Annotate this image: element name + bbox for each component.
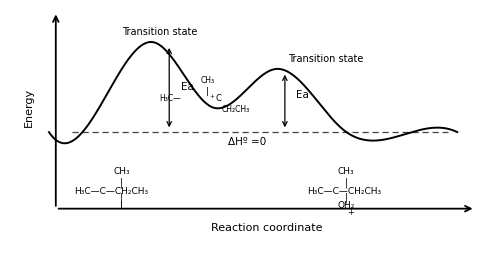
- Text: +: +: [347, 208, 354, 217]
- Text: |: |: [344, 178, 348, 188]
- Text: H₃C—: H₃C—: [159, 94, 181, 103]
- Text: $^+$C: $^+$C: [208, 93, 223, 104]
- Text: CH₃: CH₃: [338, 167, 354, 176]
- Text: CH₃: CH₃: [201, 76, 215, 85]
- Text: I: I: [120, 201, 123, 211]
- Text: CH₂CH₃: CH₂CH₃: [222, 105, 250, 114]
- Text: Reaction coordinate: Reaction coordinate: [211, 223, 322, 233]
- Text: OH₂: OH₂: [337, 201, 355, 210]
- Text: Transition state: Transition state: [288, 54, 363, 64]
- Text: ΔHº =0: ΔHº =0: [228, 137, 266, 147]
- Text: |: |: [344, 193, 348, 203]
- Text: Transition state: Transition state: [122, 27, 198, 37]
- Text: Ea: Ea: [181, 82, 194, 92]
- Text: |: |: [120, 178, 123, 188]
- Text: Ea: Ea: [296, 90, 309, 100]
- Text: Energy: Energy: [23, 88, 33, 127]
- Text: |: |: [120, 193, 123, 203]
- Text: H₃C—C—CH₂CH₃: H₃C—C—CH₂CH₃: [307, 187, 382, 196]
- Text: H₃C—C—CH₂CH₃: H₃C—C—CH₂CH₃: [74, 187, 148, 196]
- Text: |: |: [206, 87, 209, 96]
- Text: CH₃: CH₃: [113, 167, 130, 176]
